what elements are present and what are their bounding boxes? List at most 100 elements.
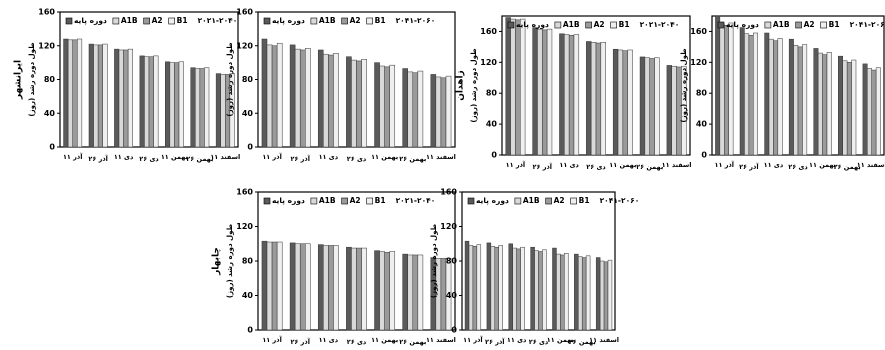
legend-swatch: [585, 21, 592, 29]
x-tick-label: ۱۱ بهمن: [371, 336, 398, 344]
bar: [603, 261, 609, 331]
bar: [639, 56, 646, 156]
bar: [118, 49, 124, 148]
bar: [305, 243, 311, 331]
station-label: زاهدان: [456, 70, 466, 100]
bar: [822, 54, 828, 156]
bar: [402, 253, 408, 331]
x-tick-label: ۱۱ دی: [559, 161, 579, 169]
bar: [294, 243, 301, 331]
bar: [374, 250, 380, 331]
bar: [585, 255, 591, 331]
bar: [374, 62, 380, 148]
bar: [498, 245, 503, 331]
legend-label: B1: [375, 196, 386, 205]
bar: [817, 52, 823, 156]
bar: [430, 74, 437, 148]
bar: [617, 49, 624, 156]
bar: [271, 45, 278, 148]
bar: [505, 17, 511, 156]
bar: [520, 246, 525, 331]
legend-period: ۲۰۲۱-۲۰۴۰: [198, 16, 238, 25]
bar: [379, 65, 385, 148]
bar: [276, 42, 283, 148]
bar: [788, 38, 794, 156]
legend-label: دوره پایه: [272, 16, 305, 25]
legend-label: A1B: [319, 16, 336, 25]
legend-swatch: [310, 197, 318, 205]
x-tick-label: ۱۱ بهمن: [161, 153, 188, 161]
x-tick-label: ۲۶ دی: [586, 163, 606, 171]
y-tick-label: 80: [242, 75, 254, 84]
x-tick-label: ۱۱ بهمن: [547, 336, 574, 344]
bar: [564, 34, 570, 156]
x-tick-label: ۲۶ آذر: [88, 154, 108, 163]
legend-period: ۲۰۴۱-۲۰۶۰: [396, 16, 436, 25]
x-tick-label: ۲۶ بهمن: [186, 155, 213, 163]
x-tick-label: ۲۶ دی: [347, 338, 367, 346]
bar: [289, 44, 296, 148]
x-tick-label: ۲۶ دی: [139, 155, 159, 163]
bar: [114, 48, 120, 148]
legend-swatch: [310, 17, 318, 25]
bar: [671, 65, 677, 156]
legend-swatch: [263, 197, 271, 205]
y-tick-label: 40: [486, 120, 498, 129]
legend-swatch: [507, 21, 515, 29]
y-axis-label: طول دوره رشد (روز): [470, 48, 478, 123]
bar: [530, 246, 535, 331]
bar: [748, 35, 754, 156]
legend-label: A1B: [773, 20, 790, 29]
bar: [323, 53, 329, 148]
legend-period: ۲۰۲۱-۲۰۴۰: [396, 196, 436, 205]
bar: [813, 48, 819, 156]
bar: [842, 60, 848, 156]
bar: [412, 254, 419, 331]
bar: [144, 56, 150, 148]
bar: [838, 55, 843, 156]
station-label: ایرانشهر: [14, 60, 24, 100]
y-tick-label: 120: [480, 58, 497, 67]
y-axis-label: طول دوره رشد (روز): [28, 42, 36, 117]
y-tick-label: 160: [480, 27, 497, 36]
bar: [512, 247, 517, 331]
legend-swatch: [341, 17, 348, 25]
bar: [435, 76, 442, 148]
bar: [402, 68, 408, 148]
bar: [508, 243, 513, 331]
legend-label: A2: [594, 20, 605, 29]
bar: [546, 28, 553, 156]
bar: [867, 68, 872, 156]
legend-label: دوره پایه: [272, 196, 305, 205]
y-tick-label: 40: [44, 109, 56, 118]
bar: [486, 242, 492, 331]
bar: [178, 61, 184, 148]
bar: [229, 73, 235, 148]
legend-swatch: [764, 21, 772, 29]
bar: [153, 55, 159, 148]
bar: [538, 251, 543, 331]
y-tick-label: 160: [690, 27, 707, 36]
bar: [607, 259, 613, 331]
x-tick-label: ۱۱ بهمن: [809, 161, 836, 169]
legend-swatch: [610, 21, 617, 29]
bar: [123, 49, 129, 148]
bar: [271, 241, 278, 331]
y-tick-label: 160: [38, 8, 55, 17]
bar: [389, 251, 396, 331]
y-axis-label: طول دوره رشد (روز): [226, 42, 234, 117]
y-tick-label: 0: [491, 151, 497, 160]
bar: [299, 49, 306, 148]
bar: [77, 38, 83, 148]
bar: [299, 243, 306, 331]
bar: [871, 69, 877, 156]
y-tick-label: 80: [446, 257, 458, 266]
bar: [174, 62, 180, 148]
bar: [356, 60, 362, 148]
x-tick-label: ۱۱ آذر: [715, 160, 735, 169]
y-axis-label: طول دوره رشد (روز): [226, 223, 234, 298]
y-tick-label: 0: [451, 326, 457, 335]
x-tick-label: ۲۶ بهمن: [399, 155, 426, 163]
bar: [476, 244, 482, 331]
bar: [440, 77, 447, 148]
